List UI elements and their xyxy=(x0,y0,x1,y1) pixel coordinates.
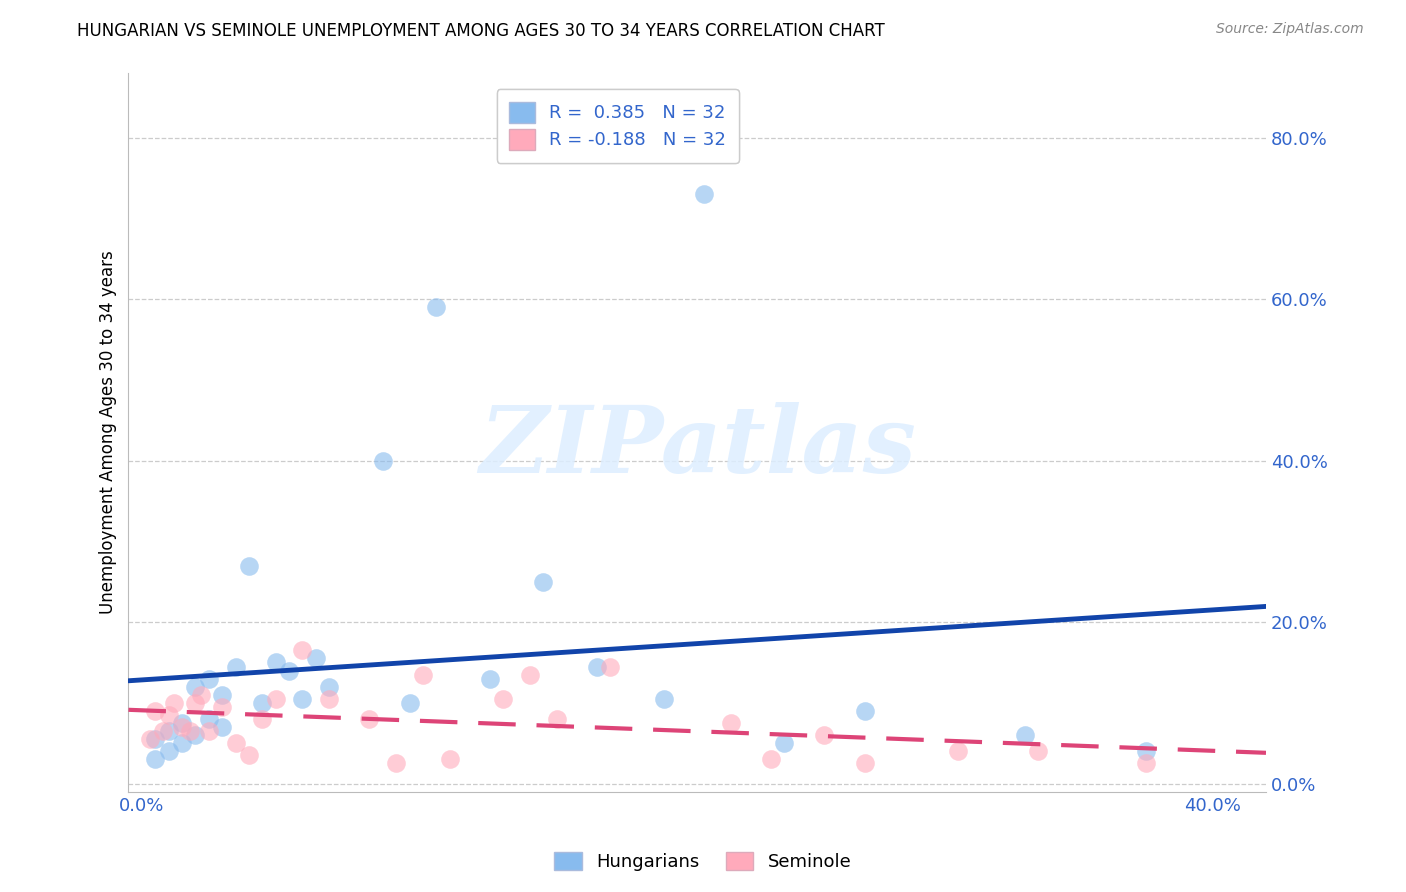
Point xyxy=(197,672,219,686)
Point xyxy=(586,659,609,673)
Point xyxy=(305,651,328,665)
Point xyxy=(157,744,180,758)
Point xyxy=(152,724,174,739)
Point xyxy=(291,691,314,706)
Point xyxy=(184,680,207,694)
Point xyxy=(170,720,193,734)
Point xyxy=(264,656,287,670)
Point xyxy=(278,664,301,678)
Point xyxy=(197,724,219,739)
Legend: R =  0.385   N = 32, R = -0.188   N = 32: R = 0.385 N = 32, R = -0.188 N = 32 xyxy=(496,89,738,162)
Point xyxy=(225,659,247,673)
Point xyxy=(546,712,568,726)
Point xyxy=(853,756,876,771)
Point xyxy=(948,744,970,758)
Point xyxy=(478,672,501,686)
Text: Source: ZipAtlas.com: Source: ZipAtlas.com xyxy=(1216,22,1364,37)
Point xyxy=(318,680,340,694)
Legend: Hungarians, Seminole: Hungarians, Seminole xyxy=(547,845,859,879)
Point xyxy=(143,752,166,766)
Point xyxy=(813,728,835,742)
Point xyxy=(720,716,742,731)
Point xyxy=(170,716,193,731)
Point xyxy=(759,752,782,766)
Point xyxy=(184,728,207,742)
Point xyxy=(1135,756,1157,771)
Point xyxy=(318,691,340,706)
Point xyxy=(519,667,541,681)
Point xyxy=(398,696,420,710)
Point xyxy=(291,643,314,657)
Point xyxy=(853,704,876,718)
Point xyxy=(371,453,394,467)
Point xyxy=(492,691,515,706)
Point xyxy=(238,748,260,763)
Point xyxy=(225,736,247,750)
Point xyxy=(211,688,233,702)
Point xyxy=(170,736,193,750)
Point xyxy=(190,688,212,702)
Point xyxy=(238,558,260,573)
Point xyxy=(157,708,180,723)
Point xyxy=(211,699,233,714)
Point xyxy=(599,659,621,673)
Point xyxy=(179,724,201,739)
Point xyxy=(439,752,461,766)
Point xyxy=(157,724,180,739)
Point xyxy=(359,712,381,726)
Point xyxy=(252,696,274,710)
Text: HUNGARIAN VS SEMINOLE UNEMPLOYMENT AMONG AGES 30 TO 34 YEARS CORRELATION CHART: HUNGARIAN VS SEMINOLE UNEMPLOYMENT AMONG… xyxy=(77,22,886,40)
Point xyxy=(264,691,287,706)
Point xyxy=(1028,744,1050,758)
Point xyxy=(252,712,274,726)
Point xyxy=(139,732,162,747)
Point xyxy=(425,300,447,314)
Point xyxy=(652,691,675,706)
Point xyxy=(1135,744,1157,758)
Point xyxy=(163,696,186,710)
Point xyxy=(143,704,166,718)
Point xyxy=(1014,728,1036,742)
Y-axis label: Unemployment Among Ages 30 to 34 years: Unemployment Among Ages 30 to 34 years xyxy=(100,251,117,615)
Text: ZIPatlas: ZIPatlas xyxy=(478,401,915,491)
Point xyxy=(197,712,219,726)
Point xyxy=(773,736,796,750)
Point xyxy=(184,696,207,710)
Point xyxy=(385,756,408,771)
Point xyxy=(412,667,434,681)
Point xyxy=(211,720,233,734)
Point xyxy=(531,574,554,589)
Point xyxy=(693,187,716,202)
Point xyxy=(143,732,166,747)
